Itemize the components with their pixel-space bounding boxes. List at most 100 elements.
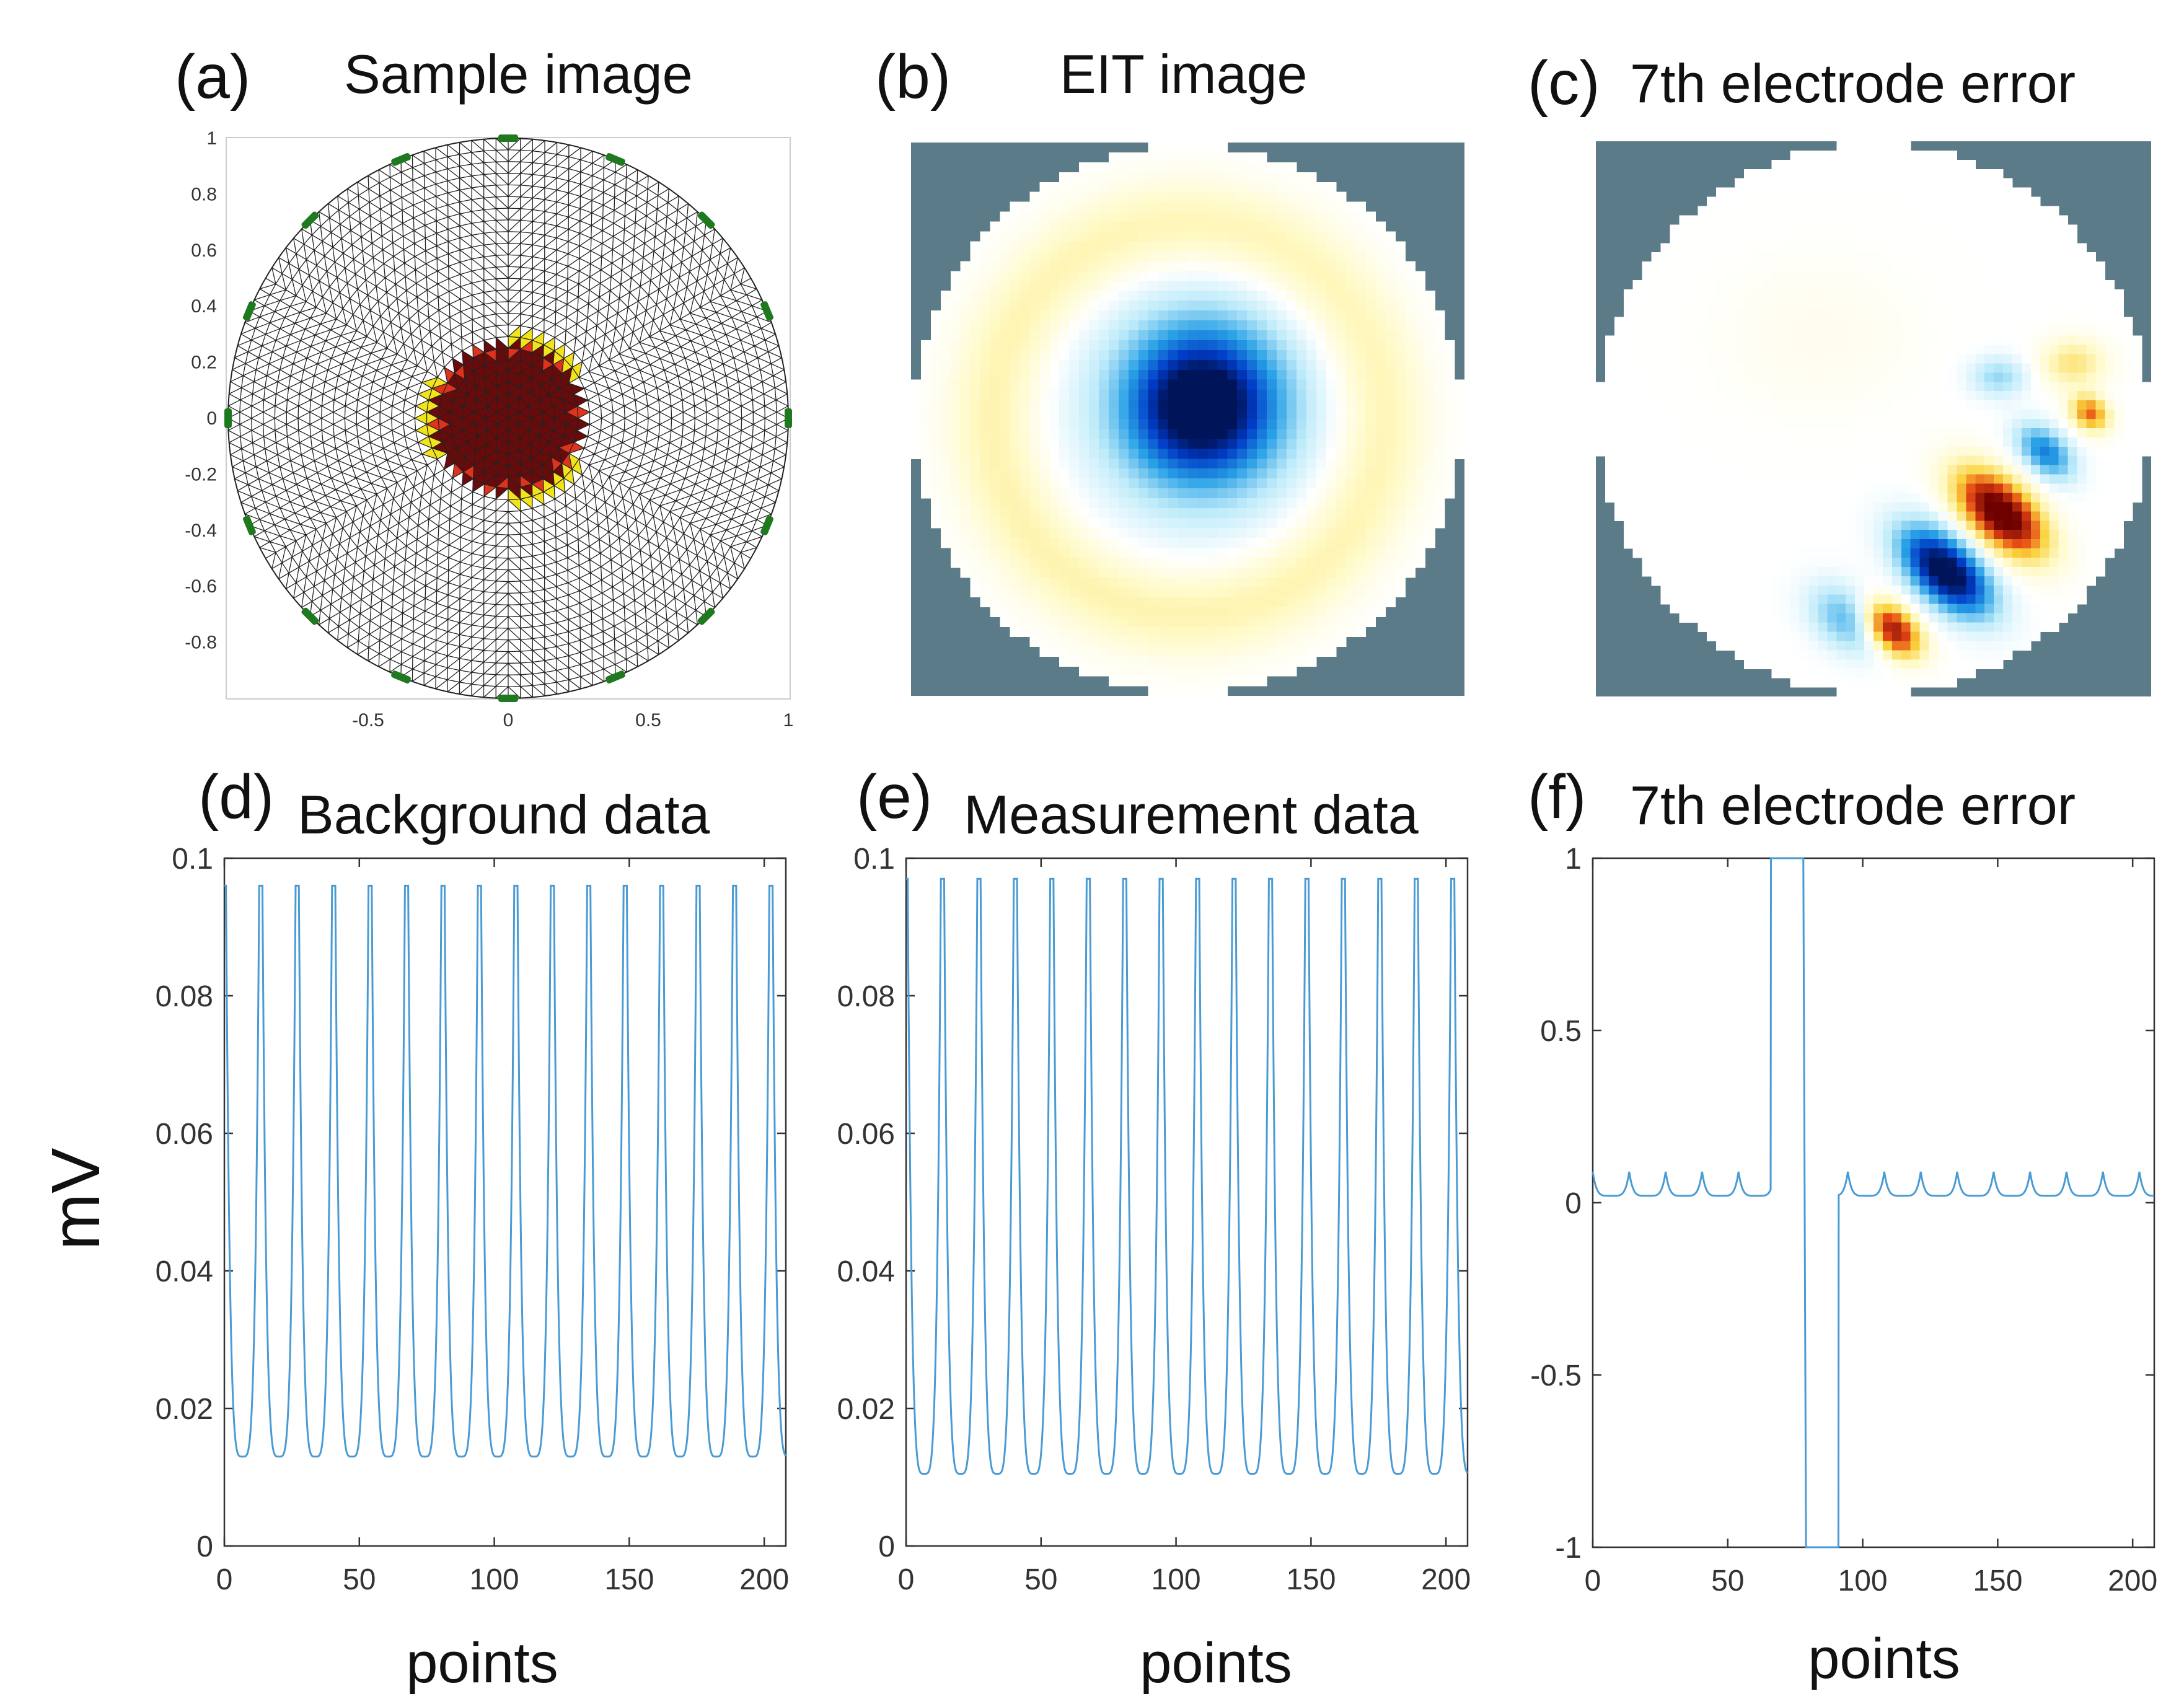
heatmap-cell xyxy=(1178,271,1189,281)
heatmap-cell xyxy=(1128,636,1139,647)
heatmap-cell xyxy=(1079,320,1090,331)
heatmap-cell xyxy=(1138,359,1149,371)
heatmap-cell xyxy=(940,449,951,459)
heatmap-cell xyxy=(1158,527,1169,538)
heatmap-cell xyxy=(1148,547,1159,558)
heatmap-cell xyxy=(1010,251,1021,261)
heatmap-cell xyxy=(990,527,1001,538)
heatmap-cell xyxy=(1178,291,1189,301)
heatmap-cell xyxy=(1178,439,1189,449)
heatmap-cell xyxy=(920,478,931,489)
heatmap-cell xyxy=(1039,182,1050,193)
heatmap-cell xyxy=(1000,498,1011,509)
heatmap-cell xyxy=(1039,537,1050,548)
panel-a-xtick: -0.5 xyxy=(352,710,384,731)
heatmap-cell xyxy=(1227,676,1238,687)
heatmap-cell xyxy=(940,478,951,489)
heatmap-cell xyxy=(1010,459,1021,469)
heatmap-cell xyxy=(1108,369,1119,380)
heatmap-cell xyxy=(1128,626,1139,637)
heatmap-cell xyxy=(940,330,951,341)
heatmap-cell xyxy=(1029,191,1040,203)
heatmap-cell xyxy=(950,330,961,341)
heatmap-cell xyxy=(1158,597,1169,608)
heatmap-cell xyxy=(1158,330,1169,341)
heatmap-cell xyxy=(1168,211,1179,222)
heatmap-cell xyxy=(970,488,981,499)
heatmap-cell xyxy=(990,577,1001,588)
panel-a-ytick: 0 xyxy=(206,408,217,429)
heatmap-cell xyxy=(1178,419,1189,430)
heatmap-cell xyxy=(1079,587,1090,598)
heatmap-cell xyxy=(950,409,961,420)
heatmap-cell xyxy=(1089,656,1099,667)
heatmap-cell xyxy=(980,251,991,261)
heatmap-cell xyxy=(1207,310,1218,321)
heatmap-cell xyxy=(1010,567,1021,578)
heatmap-cell xyxy=(940,320,951,331)
heatmap-cell xyxy=(1010,607,1021,618)
heatmap-cell xyxy=(1089,251,1099,261)
heatmap-cell xyxy=(1187,439,1199,449)
heatmap-cell xyxy=(980,349,991,361)
heatmap-cell xyxy=(960,508,971,519)
heatmap-cell xyxy=(1207,191,1218,203)
heatmap-cell xyxy=(1158,261,1169,271)
heatmap-cell xyxy=(1039,527,1050,538)
heatmap-cell xyxy=(1168,557,1179,568)
heatmap-cell xyxy=(970,547,981,558)
heatmap-cell xyxy=(1227,449,1238,459)
heatmap-cell xyxy=(930,429,941,439)
heatmap-cell xyxy=(1187,468,1199,479)
heatmap-cell xyxy=(1187,191,1199,203)
heatmap-cell xyxy=(1217,676,1228,687)
heatmap-cell xyxy=(1187,271,1199,281)
heatmap-cell xyxy=(1148,636,1159,647)
heatmap-cell xyxy=(1158,340,1169,351)
heatmap-cell xyxy=(960,349,971,361)
heatmap-cell xyxy=(1158,251,1169,261)
heatmap-cell xyxy=(1089,399,1099,410)
panel-a-xtick: 0.5 xyxy=(635,710,661,731)
heatmap-cell xyxy=(1128,349,1139,361)
heatmap-cell xyxy=(1000,330,1011,341)
heatmap-cell xyxy=(1148,517,1159,529)
heatmap-cell xyxy=(1089,468,1099,479)
heatmap-cell xyxy=(1089,567,1099,578)
heatmap-cell xyxy=(1138,488,1149,499)
heatmap-cell xyxy=(1178,221,1189,232)
heatmap-cell xyxy=(1158,626,1169,637)
heatmap-cell xyxy=(960,301,971,311)
heatmap-cell xyxy=(1158,409,1169,420)
heatmap-cell xyxy=(1178,241,1189,252)
heatmap-cell xyxy=(1079,409,1090,420)
heatmap-cell xyxy=(1079,527,1090,538)
heatmap-cell xyxy=(1118,330,1129,341)
heatmap-cell xyxy=(1108,349,1119,361)
heatmap-cell xyxy=(1148,686,1159,696)
heatmap-cell xyxy=(1000,459,1011,469)
heatmap-cell xyxy=(1029,577,1040,588)
heatmap-cell xyxy=(1049,617,1060,627)
heatmap-cell xyxy=(1187,547,1199,558)
heatmap-cell xyxy=(960,281,971,291)
heatmap-cell xyxy=(1168,636,1179,647)
heatmap-cell xyxy=(1187,399,1199,410)
heatmap-cell xyxy=(1089,557,1099,568)
heatmap-cell xyxy=(1059,379,1070,390)
heatmap-cell xyxy=(1227,656,1238,667)
heatmap-cell xyxy=(950,399,961,410)
heatmap-cell xyxy=(1059,597,1070,608)
heatmap-cell xyxy=(1217,399,1228,410)
heatmap-cell xyxy=(1089,626,1099,637)
heatmap-cell xyxy=(1039,626,1050,637)
heatmap-cell xyxy=(1148,666,1159,677)
heatmap-cell xyxy=(990,320,1001,331)
heatmap-cell xyxy=(1049,607,1060,618)
heatmap-cell xyxy=(1187,369,1199,380)
heatmap-cell xyxy=(1168,191,1179,203)
heatmap-cell xyxy=(1059,359,1070,371)
heatmap-cell xyxy=(1108,182,1119,193)
heatmap-cell xyxy=(1059,320,1070,331)
heatmap-cell xyxy=(1128,281,1139,291)
